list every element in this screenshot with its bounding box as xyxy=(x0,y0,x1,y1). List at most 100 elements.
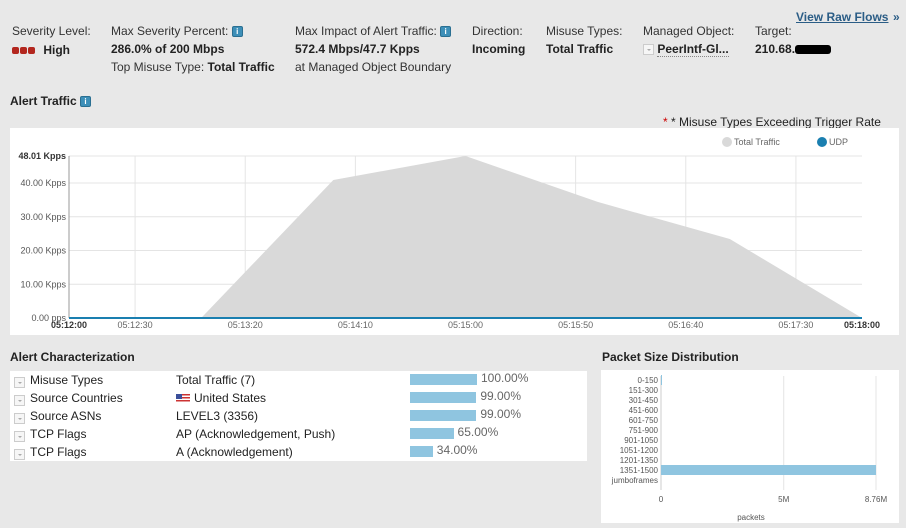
row-value-text: AP (Acknowledgement, Push) xyxy=(176,427,336,441)
y-tick-label: 901-1050 xyxy=(624,436,658,445)
max-impact-value: 572.4 Mbps/47.7 Kpps xyxy=(295,42,420,56)
row-type: Misuse Types xyxy=(30,373,104,387)
percent-bar xyxy=(410,374,477,385)
x-tick-label: 05:16:40 xyxy=(668,320,703,330)
alert-traffic-chart: 0.00 pps 10.00 Kpps 20.00 Kpps 30.00 Kpps 40… xyxy=(18,137,880,330)
row-type: Source Countries xyxy=(30,391,123,405)
misuse-label: Misuse Types: xyxy=(546,24,623,38)
top-misuse-label: Top Misuse Type: xyxy=(111,60,205,74)
y-tick-label: 40.00 Kpps xyxy=(20,178,66,188)
row-value: LEVEL3 (3356) xyxy=(176,409,258,423)
misuse-block: Misuse Types: Total Traffic xyxy=(546,24,622,56)
row-value: A (Acknowledgement) xyxy=(176,445,293,459)
row-value: AP (Acknowledgement, Push) xyxy=(176,427,335,441)
managed-object-label: Managed Object: xyxy=(643,24,735,38)
alert-traffic-heading: Alert Traffic i xyxy=(10,94,92,108)
y-tick-label: 601-750 xyxy=(629,416,659,425)
max-impact-block: Max Impact of Alert Traffic: i 572.4 Mbp… xyxy=(295,24,452,74)
characterization-row: TCP Flags AP (Acknowledgement, Push) 65.… xyxy=(10,425,587,443)
info-icon[interactable]: i xyxy=(231,26,243,38)
characterization-row: Source Countries United States 99.00% xyxy=(10,389,587,407)
expand-dropdown-icon[interactable] xyxy=(14,431,25,443)
alert-traffic-chart-panel: 0.00 pps 10.00 Kpps 20.00 Kpps 30.00 Kpps 40… xyxy=(10,128,899,335)
us-flag-icon xyxy=(176,394,190,404)
x-axis-label: packets xyxy=(737,513,765,522)
row-percent: 65.00% xyxy=(457,425,499,439)
expand-dropdown-icon[interactable] xyxy=(14,377,25,389)
target-value: 210.68. xyxy=(755,42,796,56)
percent-bar xyxy=(410,410,477,421)
row-type: TCP Flags xyxy=(30,427,87,441)
legend-total-traffic-marker xyxy=(722,137,732,147)
managed-object-dropdown-icon[interactable] xyxy=(643,44,654,56)
y-tick-label: 751-900 xyxy=(629,426,659,435)
x-tick-label: 05:13:20 xyxy=(228,320,263,330)
x-tick-label: 8.76M xyxy=(865,495,888,504)
view-raw-flows-link[interactable]: View Raw Flows xyxy=(796,10,888,24)
x-tick-label: 05:17:30 xyxy=(778,320,813,330)
target-block: Target: 210.68. xyxy=(755,24,832,56)
y-tick-label: jumboframes xyxy=(611,476,658,485)
view-raw-arrow: » xyxy=(893,10,900,24)
alert-traffic-title: Alert Traffic xyxy=(10,94,77,108)
expand-dropdown-icon[interactable] xyxy=(14,395,25,407)
expand-dropdown-icon[interactable] xyxy=(14,449,25,461)
y-tick-label: 1351-1500 xyxy=(620,466,659,475)
row-value-text: Total Traffic (7) xyxy=(176,373,256,387)
x-tick-label: 05:12:30 xyxy=(118,320,153,330)
x-tick-label: 05:14:10 xyxy=(338,320,373,330)
y-tick-label: 30.00 Kpps xyxy=(20,212,66,222)
y-tick-label: 1051-1200 xyxy=(620,446,659,455)
alert-characterization-title: Alert Characterization xyxy=(10,350,135,364)
severity-value: High xyxy=(43,43,71,57)
y-tick-label: 1201-1350 xyxy=(620,456,659,465)
managed-object-block: Managed Object: PeerIntf-Gl... xyxy=(643,24,735,57)
row-type: Source ASNs xyxy=(30,409,102,423)
y-tick-label: 151-300 xyxy=(629,386,659,395)
severity-block: Severity Level: High xyxy=(12,24,91,57)
row-value: Total Traffic (7) xyxy=(176,373,255,387)
legend-total-traffic-label: Total Traffic xyxy=(734,137,780,147)
row-value-text: United States xyxy=(194,391,267,405)
legend-udp-label: UDP xyxy=(829,137,848,147)
percent-bar xyxy=(410,428,454,439)
row-value: United States xyxy=(176,391,266,405)
x-tick-label: 0 xyxy=(659,495,664,504)
alert-characterization-table: Misuse Types Total Traffic (7) 100.00% S… xyxy=(10,371,587,461)
top-misuse-value: Total Traffic xyxy=(207,60,275,74)
row-value-text: LEVEL3 (3356) xyxy=(176,409,259,423)
expand-dropdown-icon[interactable] xyxy=(14,413,25,425)
view-raw-flows-label[interactable]: View Raw Flows xyxy=(796,10,889,24)
packet-size-chart: 0 5M 8.76M 0-150151-300301-450451-600601-75… xyxy=(611,375,888,522)
x-tick-label: 05:15:00 xyxy=(448,320,483,330)
packet-size-title: Packet Size Distribution xyxy=(602,350,739,364)
direction-value: Incoming xyxy=(472,42,526,56)
y-tick-label: 10.00 Kpps xyxy=(20,279,66,289)
trigger-rate-note-text: * Misuse Types Exceeding Trigger Rate xyxy=(671,115,881,129)
redaction xyxy=(795,45,832,55)
max-severity-label: Max Severity Percent: xyxy=(111,24,229,38)
severity-dots-icon xyxy=(12,43,36,57)
row-percent: 99.00% xyxy=(480,389,522,403)
max-severity-block: Max Severity Percent: i 286.0% of 200 Mb… xyxy=(111,24,275,74)
legend-udp-marker xyxy=(817,137,827,147)
row-percent: 100.00% xyxy=(481,371,529,385)
y-tick-label: 48.01 Kpps xyxy=(18,151,66,161)
max-severity-value: 286.0% of 200 Mbps xyxy=(111,42,225,56)
percent-bar xyxy=(410,392,477,403)
managed-object-value[interactable]: PeerIntf-Gl... xyxy=(657,42,729,57)
x-tick-label: 05:15:50 xyxy=(558,320,593,330)
row-value-text: A (Acknowledgement) xyxy=(176,445,293,459)
max-impact-label: Max Impact of Alert Traffic: xyxy=(295,24,437,38)
y-tick-label: 301-450 xyxy=(629,396,659,405)
direction-block: Direction: Incoming xyxy=(472,24,525,56)
info-icon[interactable]: i xyxy=(80,96,92,108)
characterization-row: Misuse Types Total Traffic (7) 100.00% xyxy=(10,371,587,389)
misuse-value: Total Traffic xyxy=(546,42,614,56)
percent-bar xyxy=(410,446,433,457)
max-impact-sub: at Managed Object Boundary xyxy=(295,60,452,74)
info-icon[interactable]: i xyxy=(440,26,452,38)
y-tick-label: 0.00 pps xyxy=(31,313,66,323)
y-tick-label: 20.00 Kpps xyxy=(20,246,66,256)
y-tick-label: 0-150 xyxy=(638,376,659,385)
